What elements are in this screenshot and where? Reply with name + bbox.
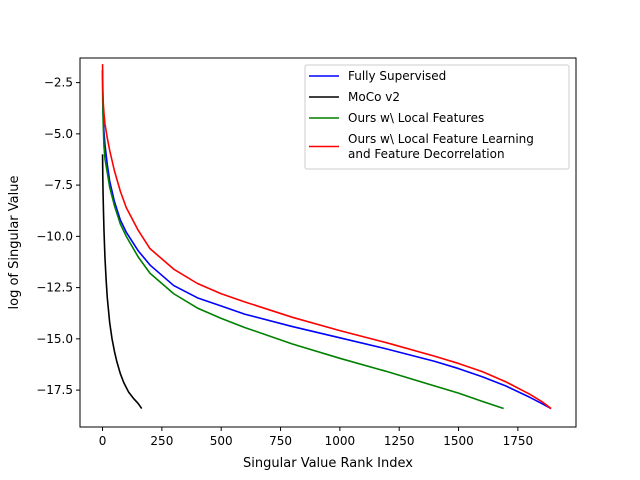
plot-lines	[101, 64, 552, 410]
legend-label-2: Ours w\ Local Features	[348, 111, 484, 125]
series-line-2	[101, 70, 504, 410]
legend: Fully Supervised MoCo v2 Ours w\ Local Fea…	[304, 64, 570, 170]
y-tick-label: −12.5	[36, 281, 73, 295]
y-tick-label: −5.0	[44, 127, 73, 141]
y-tick-label: −2.5	[44, 76, 73, 90]
y-tick-label: −17.5	[36, 383, 73, 397]
y-tick-label: −7.5	[44, 178, 73, 192]
series-line-3	[101, 64, 552, 410]
x-tick-label: 1500	[443, 434, 474, 448]
y-tick-label: −15.0	[36, 332, 73, 346]
legend-label-0: Fully Supervised	[348, 69, 446, 83]
x-tick-label: 750	[269, 434, 292, 448]
y-tick-label: −10.0	[36, 229, 73, 243]
plot-frame	[79, 57, 577, 428]
x-axis: 0 250 500 750 1000 1250 1500 1750	[99, 427, 533, 448]
x-tick-label: 1000	[325, 434, 356, 448]
legend-label-3: Ours w\ Local Feature Learning and Featur…	[348, 132, 534, 161]
y-axis-label: log of Singular Value	[7, 176, 22, 310]
series-line-1	[101, 154, 143, 410]
x-tick-label: 500	[210, 434, 233, 448]
x-tick-label: 250	[150, 434, 173, 448]
legend-box	[304, 64, 570, 170]
y-axis: −2.5 −5.0 −7.5 −10.0 −12.5 −15.0 −17.5	[36, 76, 80, 397]
series-line-0	[101, 70, 552, 410]
x-tick-label: 0	[99, 434, 107, 448]
x-tick-label: 1250	[384, 434, 415, 448]
x-tick-label: 1750	[503, 434, 534, 448]
x-axis-label: Singular Value Rank Index	[243, 456, 413, 471]
legend-label-1: MoCo v2	[348, 90, 400, 104]
